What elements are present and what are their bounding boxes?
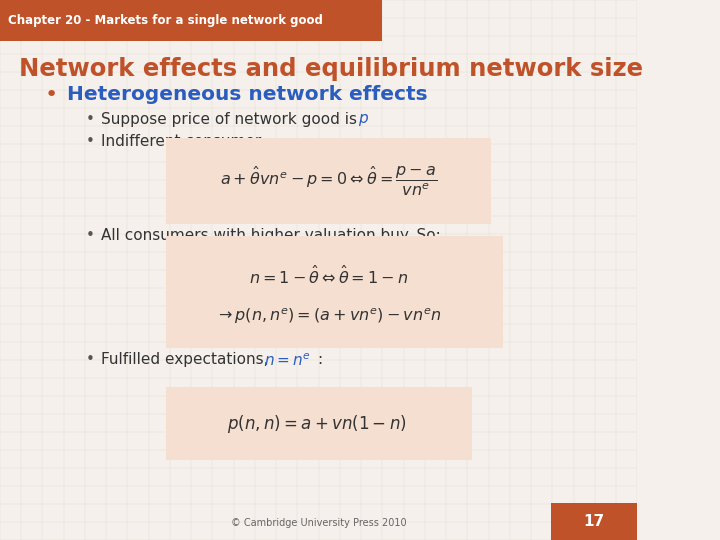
- Text: $\rightarrow p(n,n^e) = (a + vn^e) - vn^e n$: $\rightarrow p(n,n^e) = (a + vn^e) - vn^…: [215, 306, 441, 326]
- FancyBboxPatch shape: [166, 138, 491, 224]
- Text: $p$: $p$: [358, 112, 369, 128]
- Text: •: •: [86, 228, 95, 243]
- Text: $n = 1 - \hat{\theta} \Leftrightarrow \hat{\theta} = 1 - n$: $n = 1 - \hat{\theta} \Leftrightarrow \h…: [248, 266, 408, 287]
- Text: © Cambridge University Press 2010: © Cambridge University Press 2010: [231, 518, 407, 528]
- Text: •: •: [86, 112, 95, 127]
- Text: Chapter 20 - Markets for a single network good: Chapter 20 - Markets for a single networ…: [8, 14, 323, 27]
- Text: Indifferent consumer: Indifferent consumer: [101, 134, 261, 149]
- Text: :: :: [318, 352, 323, 367]
- FancyBboxPatch shape: [0, 0, 382, 40]
- Text: Fulfilled expectations,: Fulfilled expectations,: [101, 352, 273, 367]
- Text: $a + \hat{\theta}vn^e - p = 0 \Leftrightarrow \hat{\theta} = \dfrac{p-a}{vn^e}$: $a + \hat{\theta}vn^e - p = 0 \Leftright…: [220, 164, 437, 198]
- Text: $p(n,n) = a + vn(1-n)$: $p(n,n) = a + vn(1-n)$: [227, 413, 407, 435]
- Text: Heterogeneous network effects: Heterogeneous network effects: [67, 85, 428, 104]
- FancyBboxPatch shape: [166, 236, 503, 348]
- Text: 17: 17: [583, 514, 605, 529]
- Text: Network effects and equilibrium network size: Network effects and equilibrium network …: [19, 57, 643, 80]
- FancyBboxPatch shape: [166, 387, 472, 460]
- Text: •: •: [86, 352, 95, 367]
- Text: •: •: [45, 85, 58, 105]
- Text: $n = n^e$: $n = n^e$: [264, 352, 311, 369]
- Text: Suppose price of network good is: Suppose price of network good is: [101, 112, 361, 127]
- Text: All consumers with higher valuation buy. So:: All consumers with higher valuation buy.…: [101, 228, 441, 243]
- FancyBboxPatch shape: [552, 503, 637, 540]
- Text: •: •: [86, 134, 95, 149]
